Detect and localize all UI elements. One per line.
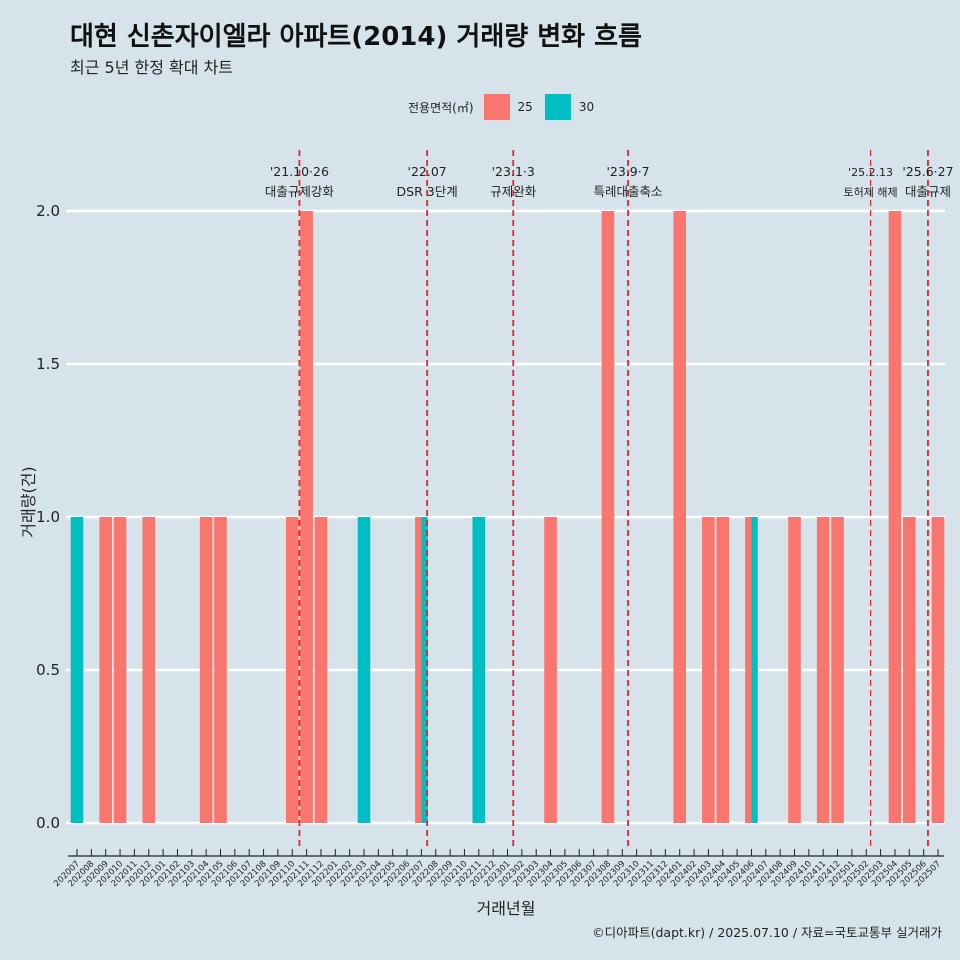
bar-30	[751, 517, 758, 823]
y-tick-label: 1.0	[36, 508, 60, 526]
event-label: 대출규제강화	[265, 184, 335, 199]
bars	[70, 211, 945, 823]
chart-title: 대현 신촌자이엘라 아파트(2014) 거래량 변화 흐름	[70, 22, 642, 52]
bar-25	[601, 211, 615, 823]
bar-25	[415, 517, 422, 823]
x-axis-label: 거래년월	[477, 899, 536, 918]
y-axis: 0.0 0.5 1.0 1.5 2.0	[36, 202, 60, 832]
legend-title: 전용면적(㎡)	[408, 100, 474, 115]
legend-label-25: 25	[517, 100, 533, 114]
event-label: DSR 3단계	[397, 184, 458, 199]
event-lines	[298, 150, 929, 848]
bar-25	[99, 517, 112, 823]
bar-25	[300, 211, 313, 823]
bar-30	[70, 517, 84, 823]
event-date: '21.10·26	[270, 164, 329, 179]
bar-30	[472, 517, 486, 823]
bar-30	[357, 517, 371, 823]
bar-25	[788, 517, 801, 823]
bar-25	[745, 517, 752, 823]
chart-subtitle: 최근 5년 한정 확대 차트	[70, 58, 234, 77]
bar-25	[702, 517, 715, 823]
legend-key-30	[544, 94, 571, 120]
legend-label-30: 30	[578, 100, 595, 114]
bar-25	[903, 517, 916, 823]
footer-credit: ©디아파트(dapt.kr) / 2025.07.10 / 자료=국토교통부 실…	[592, 925, 942, 940]
bar-25	[816, 517, 830, 823]
event-date: '23.1·3	[492, 164, 535, 179]
event-label: 대출규제	[905, 184, 951, 199]
y-tick-label: 2.0	[36, 202, 60, 220]
bar-25	[199, 517, 213, 823]
event-label: 토허제 해제	[844, 185, 898, 199]
y-tick-label: 0.5	[36, 661, 60, 679]
event-date: '25.6·27	[902, 164, 953, 179]
event-date: '23.9·7	[606, 164, 649, 179]
bar-25	[831, 517, 844, 823]
event-label: 특례대출축소	[594, 184, 663, 199]
y-tick-label: 0.0	[36, 814, 60, 832]
y-tick-label: 1.5	[36, 355, 60, 373]
bar-25	[673, 211, 686, 823]
bar-25	[716, 517, 730, 823]
bar-25	[113, 517, 127, 823]
bar-25	[142, 517, 156, 823]
grid-lines	[66, 209, 945, 825]
event-label: 규제완화	[490, 184, 537, 199]
bar-25	[285, 517, 299, 823]
bar-25	[314, 517, 328, 823]
bar-25	[888, 211, 902, 823]
x-axis: 2020072020082020092020102020112020122021…	[52, 849, 944, 889]
legend-key-25	[483, 94, 510, 120]
bar-30	[421, 517, 428, 823]
bar-25	[214, 517, 227, 823]
legend: 전용면적(㎡) 25 30	[408, 94, 606, 120]
event-date: '22.07	[408, 164, 447, 179]
bar-25	[544, 517, 557, 823]
event-annotations: '21.10·26 대출규제강화 '22.07 DSR 3단계 '23.1·3 규제완화 '…	[265, 164, 954, 199]
event-date: '25.2.13	[848, 166, 893, 179]
y-axis-label: 거래량(건)	[19, 466, 38, 537]
bar-25	[931, 517, 945, 823]
